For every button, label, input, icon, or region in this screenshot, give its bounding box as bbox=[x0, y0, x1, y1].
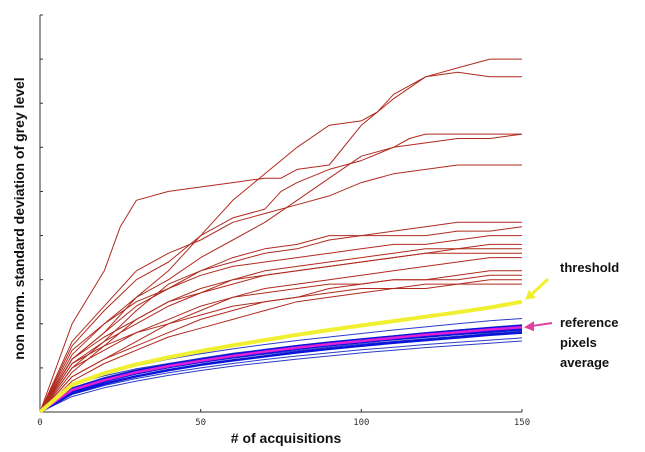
threshold-series-line bbox=[38, 299, 523, 414]
outlier-series-line bbox=[39, 58, 522, 413]
reference_thin-series-line bbox=[39, 340, 523, 413]
outlier-series-line bbox=[39, 133, 523, 413]
reference-series-line bbox=[39, 331, 523, 414]
outlier-series-line bbox=[39, 226, 523, 413]
axes: 0 50 100 150 bbox=[37, 14, 530, 428]
average-annotation-label: average bbox=[560, 355, 609, 370]
average-annotation-label: pixels bbox=[560, 335, 597, 350]
reference-series-line bbox=[39, 324, 523, 414]
outlier-series-line bbox=[39, 257, 522, 413]
outlier-series-line bbox=[39, 133, 522, 413]
annotation-layer: threshold reference pixels average bbox=[524, 260, 619, 370]
average-series-line bbox=[39, 326, 523, 414]
series-layer bbox=[38, 58, 523, 414]
outlier-series-line bbox=[39, 243, 522, 413]
outlier-series-line bbox=[39, 283, 522, 413]
x-axis-label: # of acquisitions bbox=[231, 430, 342, 446]
threshold-annotation-label: threshold bbox=[560, 260, 619, 275]
x-tick-label: 150 bbox=[514, 418, 530, 428]
y-axis-label: non norm. standard deviation of grey lev… bbox=[11, 77, 27, 359]
reference_thin-series-line bbox=[39, 337, 523, 413]
threshold-arrowhead bbox=[525, 289, 536, 300]
outlier-series-line bbox=[39, 252, 522, 413]
x-tick-label: 0 bbox=[37, 418, 42, 428]
x-tick-label: 100 bbox=[353, 418, 369, 428]
outlier-series-line bbox=[39, 221, 522, 413]
average-arrowhead bbox=[524, 321, 534, 332]
average-annotation-label: reference bbox=[560, 315, 619, 330]
outlier-series-line bbox=[39, 270, 522, 413]
outlier-series-line bbox=[39, 279, 522, 413]
outlier-series-line bbox=[39, 235, 522, 413]
outlier-series-line bbox=[39, 164, 522, 413]
x-tick-label: 50 bbox=[195, 418, 206, 428]
outlier-series-line bbox=[39, 274, 522, 413]
